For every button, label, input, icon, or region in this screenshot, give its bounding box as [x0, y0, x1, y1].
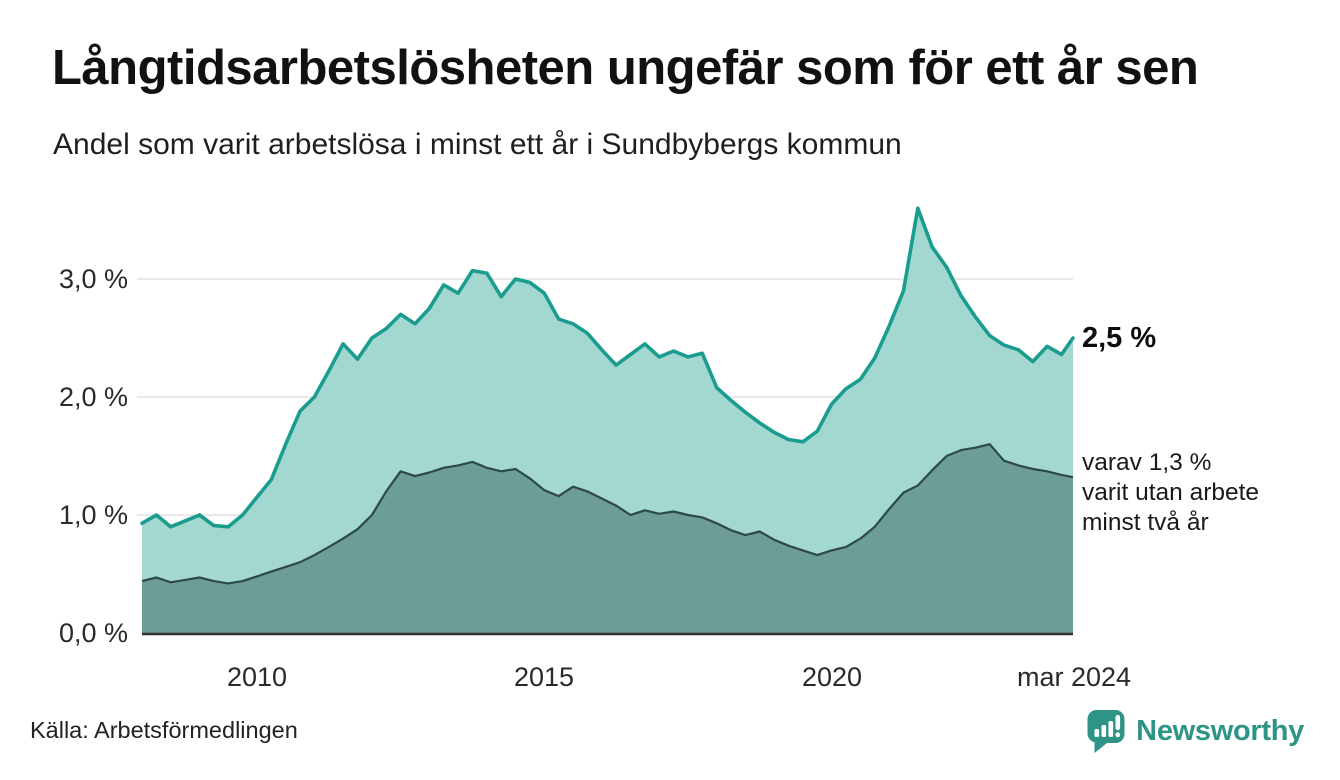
- y-tick-1: 1,0 %: [58, 500, 128, 530]
- bar-chart-pin-icon: [1087, 710, 1125, 753]
- secondary-value-line-3: minst två år: [1082, 509, 1209, 536]
- x-tick-2015: 2015: [513, 662, 575, 692]
- secondary-value-line-2: varit utan arbete: [1082, 479, 1260, 506]
- brand-logo: Newsworthy: [1086, 708, 1304, 754]
- y-tick-3: 3,0 %: [58, 264, 128, 294]
- page-title: Långtidsarbetslösheten ungefär som för e…: [52, 41, 1199, 95]
- page-subtitle: Andel som varit arbetslösa i minst ett å…: [53, 128, 902, 161]
- source-credit: Källa: Arbetsförmedlingen: [30, 717, 298, 743]
- brand-name: Newsworthy: [1136, 714, 1304, 747]
- y-tick-0: 0,0 %: [58, 618, 128, 648]
- secondary-value-line-1: varav 1,3 %: [1082, 449, 1212, 476]
- x-tick-2020: 2020: [801, 662, 863, 692]
- x-tick-2010: 2010: [226, 662, 288, 692]
- secondary-value-label: varav 1,3 % varit utan arbete minst två …: [1082, 448, 1259, 538]
- x-tick-mar-2024: mar 2024: [1016, 662, 1132, 692]
- y-tick-2: 2,0 %: [58, 382, 128, 412]
- latest-value-label: 2,5 %: [1082, 322, 1157, 354]
